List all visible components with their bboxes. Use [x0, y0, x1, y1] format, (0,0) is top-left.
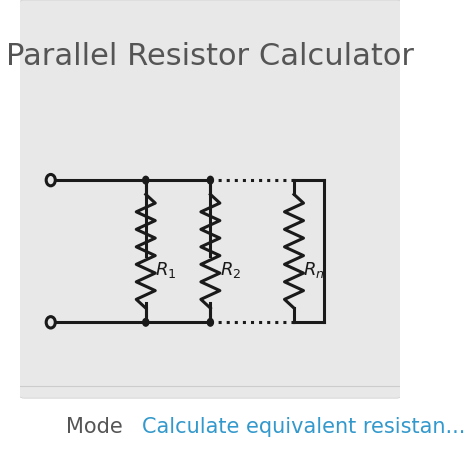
Text: $R_1$: $R_1$ — [155, 260, 177, 280]
Circle shape — [207, 176, 213, 184]
FancyBboxPatch shape — [17, 0, 404, 398]
Text: $R_n$: $R_n$ — [303, 260, 325, 280]
Circle shape — [207, 319, 213, 326]
Text: Calculate equivalent resistan...: Calculate equivalent resistan... — [142, 417, 465, 437]
Circle shape — [143, 176, 149, 184]
Text: $R_2$: $R_2$ — [220, 260, 241, 280]
Circle shape — [143, 319, 149, 326]
Text: Parallel Resistor Calculator: Parallel Resistor Calculator — [6, 42, 414, 72]
Text: Mode: Mode — [66, 417, 123, 437]
